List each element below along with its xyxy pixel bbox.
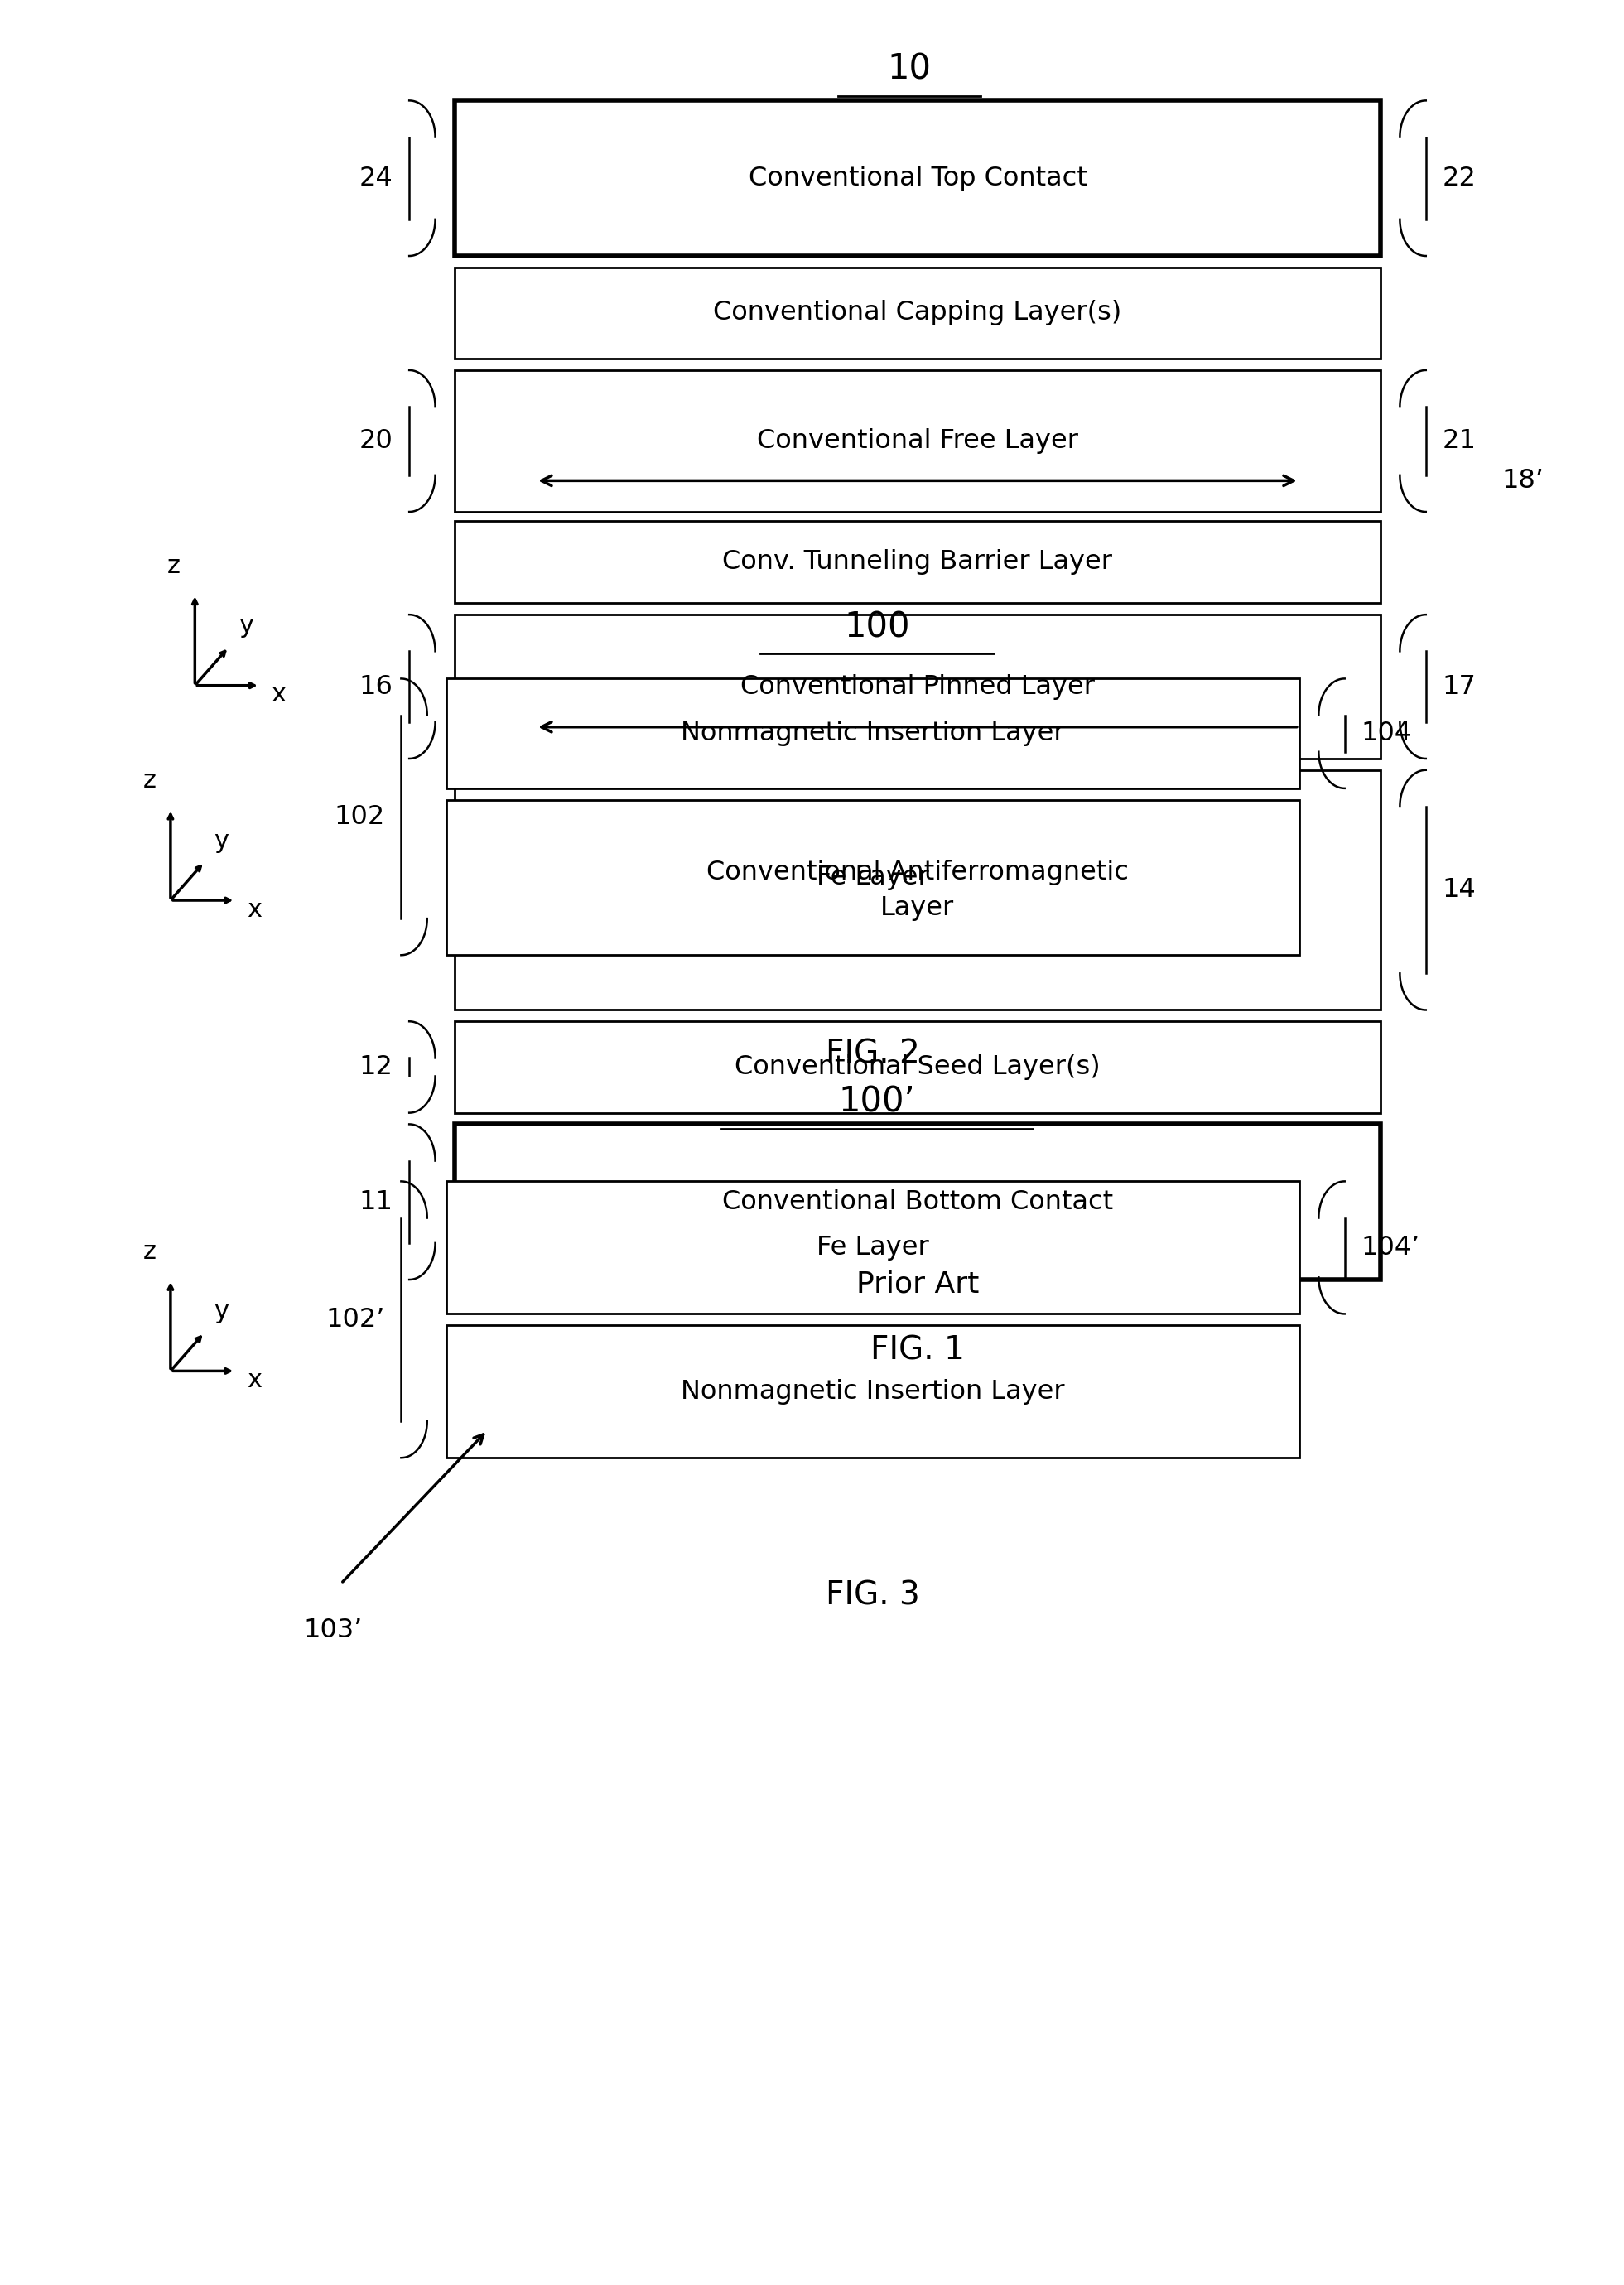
Text: 11: 11 — [359, 1188, 393, 1216]
Text: Conventional Pinned Layer: Conventional Pinned Layer — [741, 674, 1095, 699]
Text: Conventional Capping Layer(s): Conventional Capping Layer(s) — [713, 299, 1122, 327]
Text: 103’: 103’ — [304, 1618, 362, 1643]
Text: FIG. 2: FIG. 2 — [825, 1037, 921, 1069]
Bar — [447, 1325, 1299, 1458]
Text: FIG. 3: FIG. 3 — [825, 1579, 921, 1611]
Text: x: x — [247, 898, 261, 921]
Text: Conventional Top Contact: Conventional Top Contact — [749, 165, 1086, 192]
Bar — [447, 1181, 1299, 1314]
Bar — [447, 800, 1299, 955]
Text: 10: 10 — [887, 53, 932, 87]
Bar — [455, 615, 1380, 759]
Bar — [455, 1124, 1380, 1280]
Text: 20: 20 — [359, 427, 393, 455]
Text: 18’: 18’ — [1502, 468, 1544, 494]
Bar — [455, 770, 1380, 1010]
Text: 21: 21 — [1442, 427, 1476, 455]
Text: 102’: 102’ — [326, 1307, 385, 1332]
Text: Prior Art: Prior Art — [856, 1270, 979, 1298]
Text: Conv. Tunneling Barrier Layer: Conv. Tunneling Barrier Layer — [723, 548, 1112, 576]
Text: 104: 104 — [1361, 720, 1411, 747]
Text: x: x — [247, 1369, 261, 1392]
Text: 100: 100 — [844, 610, 909, 644]
Text: 104’: 104’ — [1361, 1234, 1419, 1261]
Text: z: z — [143, 1238, 156, 1264]
Text: Conventional Antiferromagnetic
Layer: Conventional Antiferromagnetic Layer — [706, 859, 1129, 921]
Text: 12: 12 — [359, 1053, 393, 1081]
Text: Conventional Free Layer: Conventional Free Layer — [757, 427, 1078, 455]
Text: Conventional Seed Layer(s): Conventional Seed Layer(s) — [734, 1053, 1101, 1081]
Bar — [455, 370, 1380, 512]
Text: FIG. 1: FIG. 1 — [870, 1334, 965, 1366]
Text: 22: 22 — [1442, 165, 1476, 192]
Text: Nonmagnetic Insertion Layer: Nonmagnetic Insertion Layer — [680, 1378, 1065, 1405]
Text: Nonmagnetic Insertion Layer: Nonmagnetic Insertion Layer — [680, 720, 1065, 747]
Text: y: y — [214, 829, 229, 852]
Text: 100’: 100’ — [838, 1085, 916, 1120]
Text: x: x — [271, 683, 286, 706]
Text: 17: 17 — [1442, 674, 1476, 699]
Text: z: z — [167, 553, 180, 578]
Text: Fe Layer: Fe Layer — [817, 1234, 929, 1261]
Bar — [455, 267, 1380, 359]
Text: Fe Layer: Fe Layer — [817, 864, 929, 891]
Text: y: y — [239, 615, 253, 638]
Bar — [455, 521, 1380, 603]
Text: 14: 14 — [1442, 877, 1476, 903]
Text: 16: 16 — [359, 674, 393, 699]
Text: Conventional Bottom Contact: Conventional Bottom Contact — [723, 1188, 1112, 1216]
Bar — [447, 679, 1299, 788]
Bar — [455, 101, 1380, 256]
Text: 24: 24 — [359, 165, 393, 192]
Text: y: y — [214, 1300, 229, 1323]
Text: z: z — [143, 768, 156, 793]
Bar — [455, 1021, 1380, 1113]
Text: 102: 102 — [335, 804, 385, 829]
